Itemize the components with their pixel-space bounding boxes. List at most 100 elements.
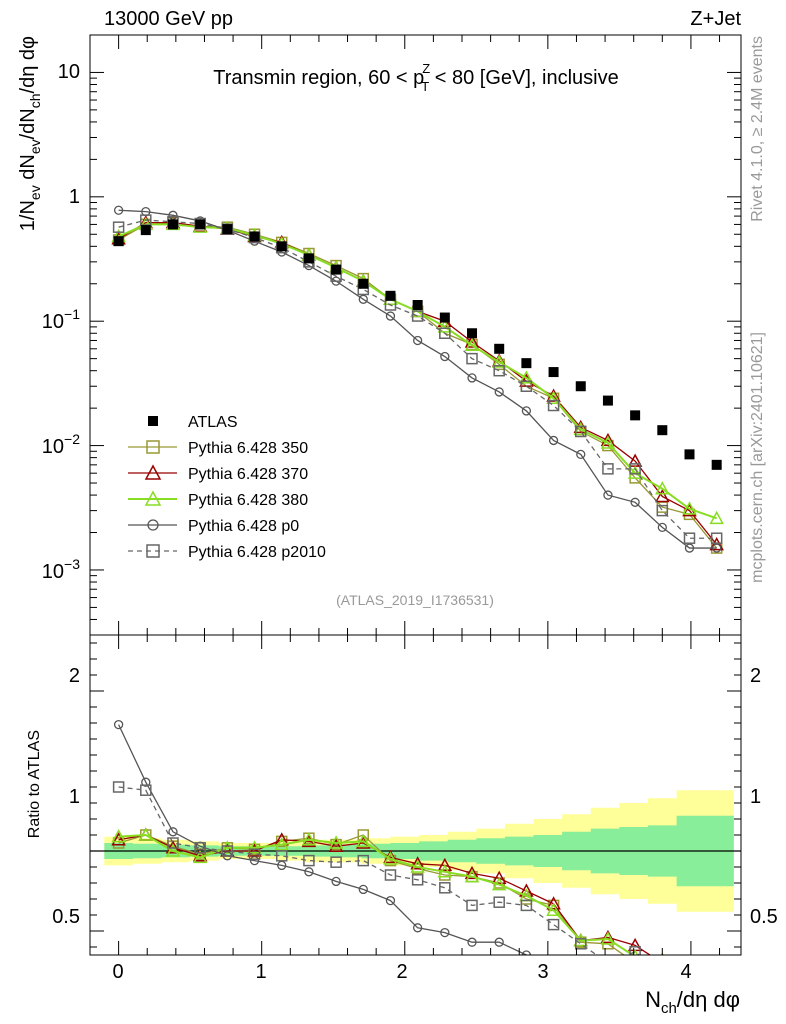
ratio-point-pythia-6-428-p2010-0 <box>112 781 125 793</box>
ratio-panel: 2 1 0.5 2 1 0.5 Ratio to ATLAS 0 1 2 3 4… <box>26 634 778 1017</box>
ratio-point-pythia-6-428-p2010-2 <box>167 837 179 849</box>
data-point-pythia-6-428-p2010-17 <box>575 425 587 438</box>
ratio-point-pythia-6-428-p2010-11 <box>411 874 424 886</box>
ratio-point-pythia-6-428-p0-2 <box>168 827 178 837</box>
data-point-pythia-6-428-p0-16 <box>548 435 559 446</box>
data-point-pythia-6-428-380-15 <box>519 370 534 384</box>
ratio-y-axis-label: Ratio to ATLAS <box>26 730 43 838</box>
ratio-point-pythia-6-428-p2010-18 <box>603 958 613 968</box>
ratio-point-pythia-6-428-p2010-12 <box>439 882 451 894</box>
ratio-line-pythia-6-428-p0 <box>118 724 529 955</box>
ratio-point-pythia-6-428-370-0 <box>111 832 126 846</box>
ratio-point-pythia-6-428-p0-10 <box>385 895 396 906</box>
data-point-atlas-15 <box>521 358 532 369</box>
legend-marker-pythia-6-428-370 <box>144 464 162 480</box>
ratio-point-pythia-6-428-370-22 <box>711 965 723 976</box>
ratio-point-pythia-6-428-p0-1 <box>141 777 151 787</box>
ratio-point-pythia-6-428-380-10 <box>383 851 398 865</box>
ratio-point-pythia-6-428-p0-16 <box>550 961 558 969</box>
ratio-y-tick-label-left-0.5: 0.5 <box>52 906 80 928</box>
data-point-pythia-6-428-p2010-11 <box>411 310 424 322</box>
data-point-atlas-1 <box>140 225 151 236</box>
ratio-y-ticks <box>90 642 741 948</box>
chart-title: Transmin region, 60 < pZ T < 80 [GeV], in… <box>213 61 619 94</box>
header-right: Z+Jet <box>690 8 741 30</box>
legend-label-atlas: ATLAS <box>188 414 238 431</box>
ratio-plot-area <box>90 719 741 983</box>
ratio-point-pythia-6-428-350-22 <box>712 971 722 981</box>
ratio-point-pythia-6-428-380-16 <box>546 902 561 916</box>
ratio-point-pythia-6-428-380-12 <box>437 864 453 878</box>
ratio-point-pythia-6-428-p0-14 <box>494 937 504 947</box>
data-point-pythia-6-428-p0-11 <box>412 335 423 346</box>
ratio-point-pythia-6-428-350-20 <box>657 961 667 971</box>
ratio-point-pythia-6-428-p2010-9 <box>357 854 370 867</box>
ratio-point-pythia-6-428-380-19 <box>631 949 639 955</box>
data-point-pythia-6-428-p0-22 <box>712 543 722 553</box>
data-point-pythia-6-428-p2010-20 <box>656 504 669 517</box>
ratio-point-pythia-6-428-380-6 <box>274 837 289 851</box>
data-point-pythia-6-428-p2010-13 <box>466 352 478 365</box>
ratio-point-pythia-6-428-380-9 <box>356 833 371 848</box>
data-point-atlas-4 <box>222 224 233 235</box>
data-point-pythia-6-428-p0-17 <box>576 449 586 460</box>
x-tick-label-0: 0 <box>112 961 123 983</box>
data-point-atlas-11 <box>412 299 423 310</box>
ratio-point-pythia-6-428-p0-17 <box>577 962 585 970</box>
data-point-pythia-6-428-p2010-19 <box>629 463 641 475</box>
ratio-point-pythia-6-428-p2010-14 <box>493 896 505 908</box>
ratio-point-pythia-6-428-p2010-10 <box>384 869 397 881</box>
ratio-point-pythia-6-428-p2010-1 <box>140 784 152 796</box>
ratio-point-pythia-6-428-p2010-13 <box>466 899 478 912</box>
data-point-pythia-6-428-p0-12 <box>440 351 450 362</box>
ratio-line-pythia-6-428-p2010 <box>118 786 641 955</box>
ratio-point-pythia-6-428-p2010-15 <box>520 899 533 912</box>
ratio-point-pythia-6-428-380-0 <box>111 829 126 843</box>
data-point-pythia-6-428-p0-15 <box>521 406 532 416</box>
ratio-point-pythia-6-428-370-13 <box>464 865 480 880</box>
ratio-point-pythia-6-428-380-1 <box>138 827 154 841</box>
ratio-point-pythia-6-428-380-7 <box>301 832 317 846</box>
header-left: 13000 GeV pp <box>104 8 233 30</box>
ratio-point-pythia-6-428-370-16 <box>546 896 561 910</box>
main-y-axis-label: 1/Nev dNev/dNch/dη dφ <box>17 36 43 231</box>
main-plot-area <box>111 205 724 554</box>
ratio-point-pythia-6-428-p0-0 <box>113 719 124 730</box>
ratio-point-pythia-6-428-380-4 <box>220 840 235 854</box>
series-line-pythia-6-428-p2010 <box>118 219 717 539</box>
data-point-pythia-6-428-380-20 <box>655 481 670 495</box>
x-tick-label-2: 2 <box>396 961 407 983</box>
data-point-atlas-3 <box>195 219 206 230</box>
data-point-pythia-6-428-380-21 <box>682 501 697 515</box>
legend-marker-pythia-6-428-380 <box>144 490 162 506</box>
data-point-pythia-6-428-370-22 <box>709 537 724 551</box>
ratio-y-tick-label-left-1: 1 <box>69 786 80 808</box>
data-point-pythia-6-428-p0-20 <box>657 522 667 533</box>
data-point-atlas-19 <box>630 410 641 421</box>
data-point-atlas-0 <box>113 236 124 247</box>
ratio-line-pythia-6-428-380 <box>118 833 635 955</box>
ratio-point-pythia-6-428-370-11 <box>410 856 425 870</box>
ratio-series-group <box>111 719 723 983</box>
data-point-pythia-6-428-p2010-12 <box>439 327 451 340</box>
data-point-pythia-6-428-p2010-14 <box>493 364 505 377</box>
side-annotation-bottom: mcplots.cern.ch [arXiv:2401.10621] <box>749 332 766 583</box>
ratio-point-pythia-6-428-p0-11 <box>412 923 423 933</box>
legend-label-370: Pythia 6.428 370 <box>188 466 308 483</box>
data-point-pythia-6-428-p0-10 <box>385 311 396 321</box>
ratio-point-pythia-6-428-p2010-4 <box>221 845 234 857</box>
ratio-point-pythia-6-428-p0-13 <box>467 937 477 947</box>
main-y-tick-label-0.01: 10−2 <box>42 431 80 458</box>
ratio-point-pythia-6-428-380-13 <box>464 869 480 883</box>
main-y-tick-label-1: 1 <box>69 186 80 208</box>
data-point-pythia-6-428-p2010-21 <box>683 532 696 544</box>
data-point-atlas-22 <box>711 459 722 470</box>
ratio-point-pythia-6-428-p2010-17 <box>575 938 587 950</box>
ratio-point-pythia-6-428-p0-19 <box>631 975 639 983</box>
data-point-pythia-6-428-p2010-15 <box>520 380 533 392</box>
ratio-point-pythia-6-428-p0-8 <box>331 876 341 887</box>
data-point-pythia-6-428-380-14 <box>491 354 507 368</box>
data-point-pythia-6-428-380-13 <box>464 337 480 352</box>
data-point-pythia-6-428-p0-14 <box>494 387 504 397</box>
